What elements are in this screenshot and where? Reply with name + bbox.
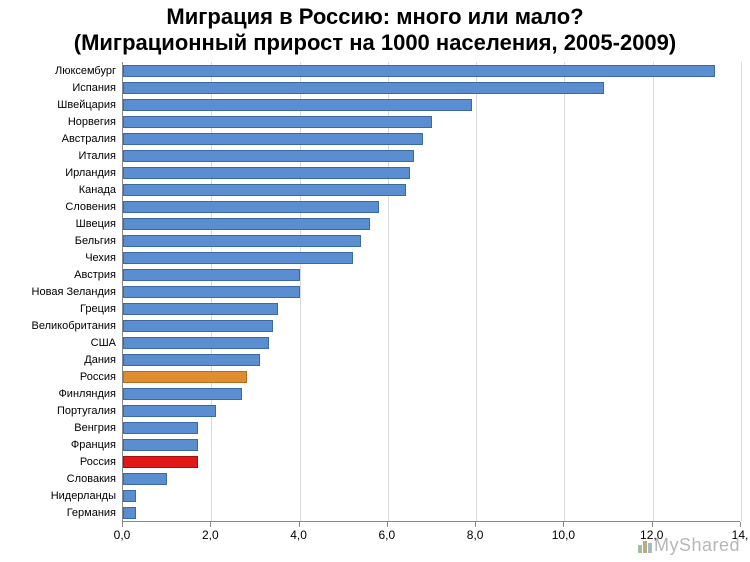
y-axis-category: Франция	[71, 439, 116, 451]
y-axis-category: Испания	[72, 82, 116, 94]
y-axis-category: Швейцария	[57, 99, 116, 111]
bar	[123, 456, 198, 468]
x-tick	[475, 522, 476, 527]
x-tick	[210, 522, 211, 527]
gridline	[388, 62, 389, 521]
x-axis-label: 6,0	[379, 528, 396, 542]
y-axis-category: Австрия	[74, 269, 116, 281]
y-axis-category: Дания	[84, 354, 116, 366]
y-axis-category: Бельгия	[75, 235, 116, 247]
watermark-icon	[638, 539, 652, 553]
bar	[123, 167, 410, 179]
bar	[123, 303, 278, 315]
x-tick	[387, 522, 388, 527]
gridline	[476, 62, 477, 521]
y-axis-category: Финляндия	[58, 388, 116, 400]
x-tick	[122, 522, 123, 527]
x-axis-label: 10,0	[552, 528, 575, 542]
x-tick	[299, 522, 300, 527]
chart-area: 0,02,04,06,08,010,012,014,ЛюксембургИспа…	[0, 0, 750, 562]
bar	[123, 337, 269, 349]
gridline	[564, 62, 565, 521]
y-axis-category: Люксембург	[55, 65, 116, 77]
x-tick	[563, 522, 564, 527]
y-axis-category: Венгрия	[74, 422, 116, 434]
bar	[123, 218, 370, 230]
y-axis-category: Германия	[67, 507, 116, 519]
x-axis-label: 8,0	[467, 528, 484, 542]
bar	[123, 388, 242, 400]
bar	[123, 371, 247, 383]
bar	[123, 133, 423, 145]
y-axis-category: Словакия	[67, 473, 116, 485]
bar	[123, 507, 136, 519]
bar	[123, 473, 167, 485]
bar	[123, 150, 414, 162]
y-axis-category: США	[91, 337, 116, 349]
bar	[123, 320, 273, 332]
y-axis-category: Греция	[80, 303, 116, 315]
y-axis-category: Чехия	[85, 252, 116, 264]
y-axis-category: Португалия	[57, 405, 116, 417]
gridline	[300, 62, 301, 521]
y-axis-category: Канада	[79, 184, 116, 196]
y-axis-category: Россия	[80, 371, 116, 383]
bar	[123, 184, 406, 196]
bar	[123, 269, 300, 281]
y-axis-category: Нидерланды	[51, 490, 116, 502]
y-axis-category: Италия	[79, 150, 116, 162]
y-axis-category: Россия	[80, 456, 116, 468]
gridline	[741, 62, 742, 521]
bar	[123, 286, 300, 298]
x-tick	[740, 522, 741, 527]
plot-region	[122, 62, 740, 522]
bar	[123, 99, 472, 111]
x-tick	[652, 522, 653, 527]
y-axis-category: Словения	[65, 201, 116, 213]
bar	[123, 405, 216, 417]
bar	[123, 490, 136, 502]
y-axis-category: Норвегия	[68, 116, 116, 128]
y-axis-category: Великобритания	[32, 320, 116, 332]
bar	[123, 235, 361, 247]
bar	[123, 422, 198, 434]
bar	[123, 201, 379, 213]
y-axis-category: Австралия	[62, 133, 116, 145]
bar	[123, 116, 432, 128]
watermark: MyShared	[638, 535, 740, 556]
x-axis-label: 2,0	[202, 528, 219, 542]
y-axis-category: Ирландия	[65, 167, 116, 179]
watermark-text: MyShared	[654, 535, 740, 556]
x-axis-label: 0,0	[114, 528, 131, 542]
y-axis-category: Новая Зеландия	[32, 286, 116, 298]
bar	[123, 82, 604, 94]
y-axis-category: Швеция	[76, 218, 116, 230]
x-axis-label: 4,0	[290, 528, 307, 542]
bar	[123, 252, 353, 264]
bar	[123, 439, 198, 451]
gridline	[653, 62, 654, 521]
bar	[123, 65, 715, 77]
bar	[123, 354, 260, 366]
